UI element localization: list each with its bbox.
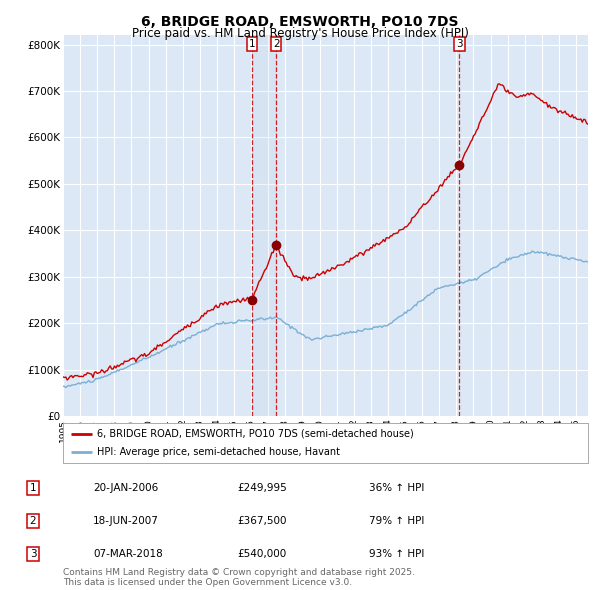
Text: 2: 2: [29, 516, 37, 526]
Text: 20-JAN-2006: 20-JAN-2006: [93, 483, 158, 493]
Text: £249,995: £249,995: [237, 483, 287, 493]
Text: 1: 1: [29, 483, 37, 493]
Text: 79% ↑ HPI: 79% ↑ HPI: [369, 516, 424, 526]
Text: 3: 3: [456, 39, 463, 49]
Bar: [252, 35, 276, 416]
Text: 93% ↑ HPI: 93% ↑ HPI: [369, 549, 424, 559]
Text: 6, BRIDGE ROAD, EMSWORTH, PO10 7DS (semi-detached house): 6, BRIDGE ROAD, EMSWORTH, PO10 7DS (semi…: [97, 429, 414, 439]
Text: 2: 2: [273, 39, 280, 49]
Text: £367,500: £367,500: [237, 516, 287, 526]
Text: 36% ↑ HPI: 36% ↑ HPI: [369, 483, 424, 493]
Text: £540,000: £540,000: [237, 549, 286, 559]
Text: 18-JUN-2007: 18-JUN-2007: [93, 516, 159, 526]
Text: 07-MAR-2018: 07-MAR-2018: [93, 549, 163, 559]
Text: 3: 3: [29, 549, 37, 559]
Text: HPI: Average price, semi-detached house, Havant: HPI: Average price, semi-detached house,…: [97, 447, 340, 457]
Text: Price paid vs. HM Land Registry's House Price Index (HPI): Price paid vs. HM Land Registry's House …: [131, 27, 469, 40]
Text: Contains HM Land Registry data © Crown copyright and database right 2025.
This d: Contains HM Land Registry data © Crown c…: [63, 568, 415, 587]
Text: 6, BRIDGE ROAD, EMSWORTH, PO10 7DS: 6, BRIDGE ROAD, EMSWORTH, PO10 7DS: [141, 15, 459, 29]
Text: 1: 1: [248, 39, 255, 49]
